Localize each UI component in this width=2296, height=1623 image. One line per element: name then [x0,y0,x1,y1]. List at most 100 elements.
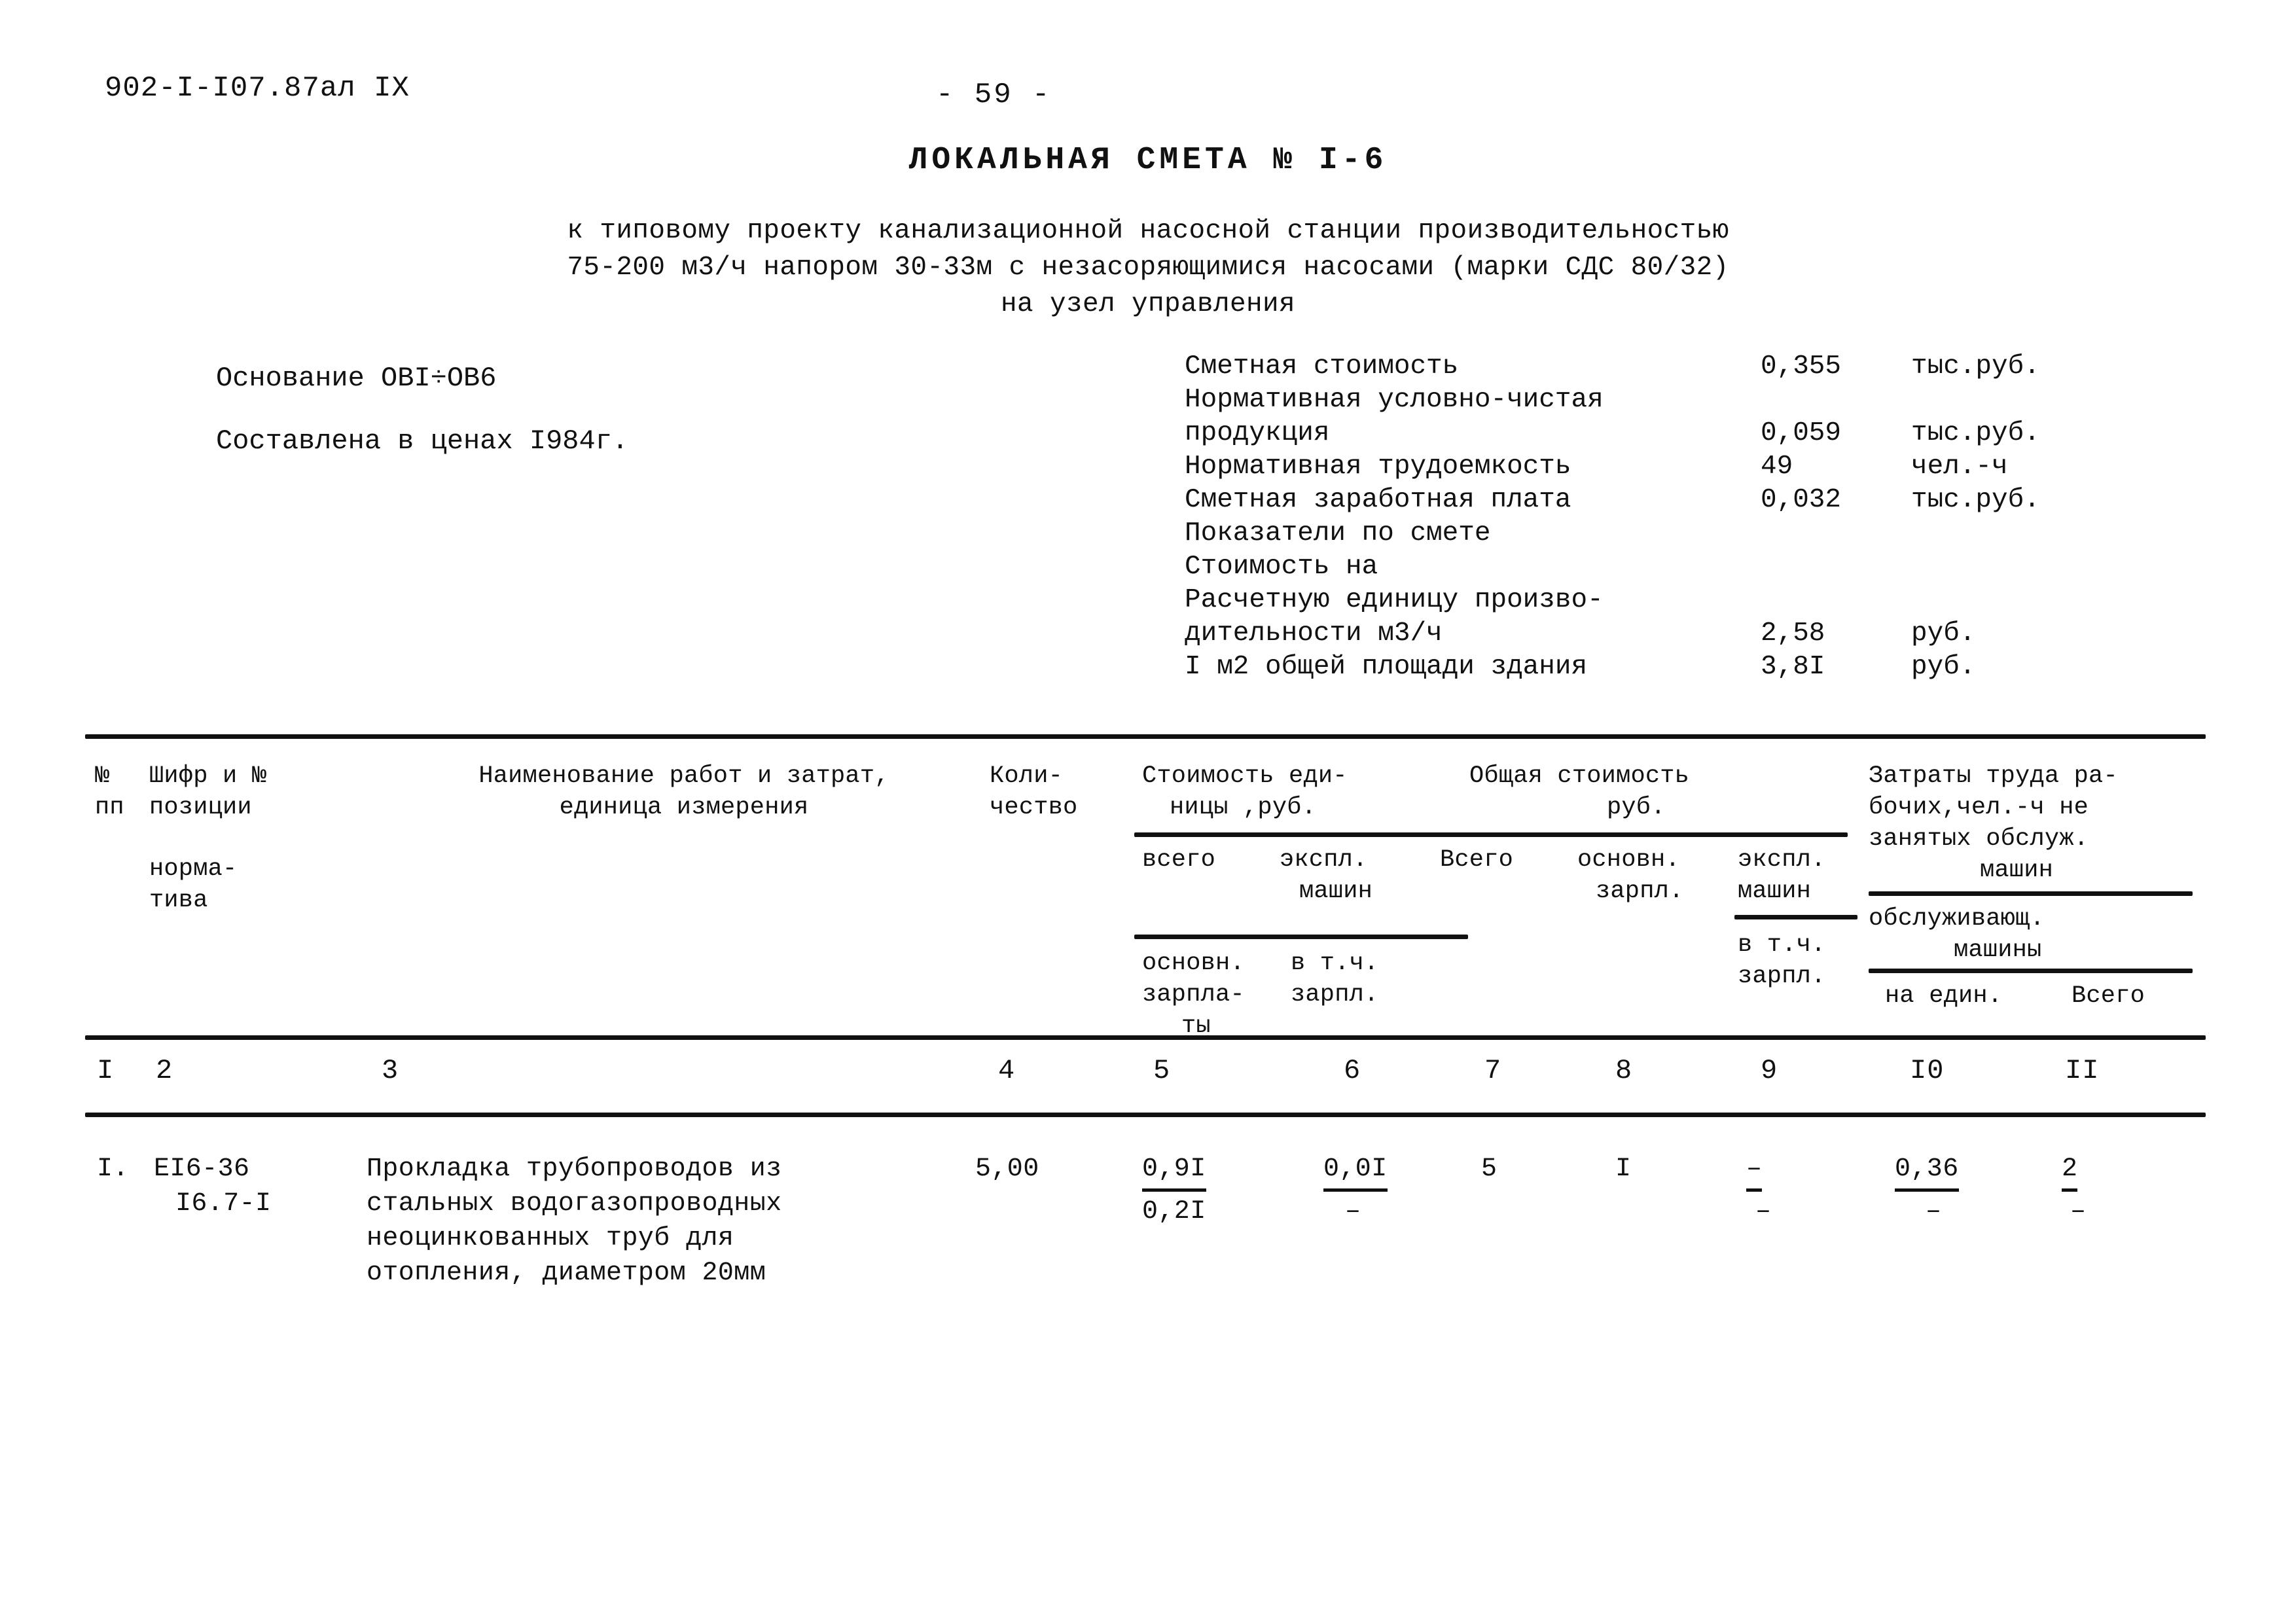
summary-value [1761,517,1911,550]
summary-label: Стоимость на [1185,552,1378,582]
summary-value: 3,8I [1761,652,1825,682]
table-row-unit-total: 0,9I [1142,1152,1206,1192]
table-row-total-machines: – [1746,1152,1763,1192]
header-num-pp: № пп [95,762,124,821]
column-number: I0 [1910,1055,1945,1086]
table-row-num: I. [97,1154,129,1184]
header-name: Наименование работ и затрат, единица изм… [478,762,889,821]
basis-line-1: Основание ОВI÷ОВ6 [216,363,497,394]
summary-row: Показатели по смете [1185,517,2040,550]
summary-label: дительности м3/ч [1185,618,1443,649]
summary-unit: тыс.руб. [1911,351,2040,382]
summary-row: Сметная заработная плата 0,032 тыс.руб. [1185,484,2040,517]
summary-row: Сметная стоимость 0,355 тыс.руб. [1185,350,2040,383]
summary-value [1761,584,1911,617]
column-number: I [97,1055,115,1086]
column-number: 4 [998,1055,1016,1086]
subtitle-line-3: на узел управления [1000,289,1296,319]
summary-label: Нормативная условно-чистая [1185,385,1604,415]
summary-label: Сметная заработная плата [1185,485,1571,515]
summary-row: дительности м3/ч 2,58 руб. [1185,617,2040,651]
table-row-total-machines-salary: – [1755,1197,1772,1226]
summary-label: продукция [1185,418,1330,448]
table-row-labor-per-unit: 0,36 [1895,1152,1959,1192]
summary-unit: руб. [1911,652,1976,682]
header-divider-labor-1 [1869,891,2193,896]
summary-unit: руб. [1911,618,1976,649]
header-divider-labor-2 [1869,969,2193,973]
column-number: 6 [1344,1055,1361,1086]
document-code: 902-I-I07.87ал IX [105,72,410,105]
summary-value [1761,383,1911,417]
header-labor-per-unit: на един. [1885,982,2003,1010]
header-divider-unitcost-2 [1134,935,1468,939]
header-labor-servicing: обслуживающ. машины [1869,905,2045,964]
summary-block: Сметная стоимость 0,355 тыс.руб. Нормати… [1185,350,2040,684]
header-total-cost: Общая стоимость руб. [1469,762,1690,821]
basis-line-2: Составлена в ценах I984г. [216,425,629,457]
table-row-labor-per-unit-b: – [1926,1197,1942,1226]
header-totalcost-basic: основн. зарпл. [1577,846,1684,905]
column-number: 5 [1153,1055,1171,1086]
summary-label: I м2 общей площади здания [1185,652,1588,682]
table-row-code: ЕI6-36 I6.7-I [154,1154,272,1219]
summary-label: Сметная стоимость [1185,351,1459,382]
header-unitcost-vsego: всего [1142,846,1216,874]
page-number: - 59 - [936,79,1052,111]
table-row-total-basic: I [1615,1154,1632,1184]
table-top-rule [85,734,2206,739]
column-number: 2 [156,1055,173,1086]
summary-unit: чел.-ч [1911,452,2008,482]
summary-value [1761,550,1911,584]
table-row-labor-total-b: – [2070,1197,2087,1226]
summary-value: 2,58 [1761,618,1825,649]
summary-value: 49 [1761,452,1793,482]
summary-row: Стоимость на [1185,550,2040,584]
header-unit-cost: Стоимость еди- ницы ,руб. [1142,762,1348,821]
header-labor-total: Всего [2072,982,2145,1010]
summary-label: Расчетную единицу произво- [1185,585,1604,615]
column-number: 9 [1761,1055,1778,1086]
summary-row: I м2 общей площади здания 3,8I руб. [1185,651,2040,684]
summary-row: продукция 0,059 тыс.руб. [1185,417,2040,450]
header-totalcost-vsego: Всего [1440,846,1514,874]
subtitle-line-1: к типовому проекту канализационной насос… [567,216,1729,246]
subtitle-line-2: 75-200 м3/ч напором 30-33м с незасоряющи… [567,253,1729,283]
header-quantity: Коли- чество [990,762,1078,821]
header-divider-totalcost-mach [1734,915,1857,919]
header-totalcost-machines: экспл. машин [1738,846,1826,905]
summary-row: Нормативная условно-чистая [1185,383,2040,417]
header-unitcost-basic-salary: основн. зарпла- ты [1142,950,1245,1040]
summary-value: 0,032 [1761,485,1842,515]
header-code: Шифр и № позиции норма- тива [149,762,267,914]
header-unitcost-machines: экспл. машин [1280,846,1373,905]
summary-value: 0,059 [1761,418,1842,448]
page-title: ЛОКАЛЬНАЯ СМЕТА № I-6 [908,143,1388,178]
table-colnum-bottom-rule [85,1113,2206,1117]
table-colnum-top-rule [85,1035,2206,1040]
header-divider-unitcost [1134,832,1848,837]
header-unitcost-incl-salary: в т.ч. зарпл. [1291,950,1379,1008]
summary-unit: тыс.руб. [1911,485,2040,515]
column-number: 8 [1615,1055,1633,1086]
table-row-unit-machines-salary: – [1345,1197,1361,1226]
table-row-quantity: 5,00 [975,1154,1039,1184]
header-labor: Затраты труда ра- бочих,чел.-ч не заняты… [1869,762,2118,884]
table-row-total-all: 5 [1481,1154,1498,1184]
column-number: 3 [382,1055,399,1086]
summary-unit: тыс.руб. [1911,418,2040,448]
document-subtitle: к типовому проекту канализационной насос… [0,213,2296,323]
summary-row: Нормативная трудоемкость 49 чел.-ч [1185,450,2040,484]
header-totalcost-incl-salary: в т.ч. зарпл. [1738,931,1826,990]
table-row-unit-machines: 0,0I [1323,1152,1388,1192]
table-row-name: Прокладка трубопроводов из стальных водо… [367,1154,782,1288]
table-row-unit-basic-salary: 0,2I [1142,1197,1206,1226]
summary-label: Нормативная трудоемкость [1185,452,1571,482]
summary-row: Расчетную единицу произво- [1185,584,2040,617]
column-number: 7 [1484,1055,1502,1086]
basis-block: Основание ОВI÷ОВ6 Составлена в ценах I98… [216,347,628,473]
column-number: II [2065,1055,2100,1086]
table-row-labor-total: 2 [2062,1152,2078,1192]
summary-value: 0,355 [1761,351,1842,382]
